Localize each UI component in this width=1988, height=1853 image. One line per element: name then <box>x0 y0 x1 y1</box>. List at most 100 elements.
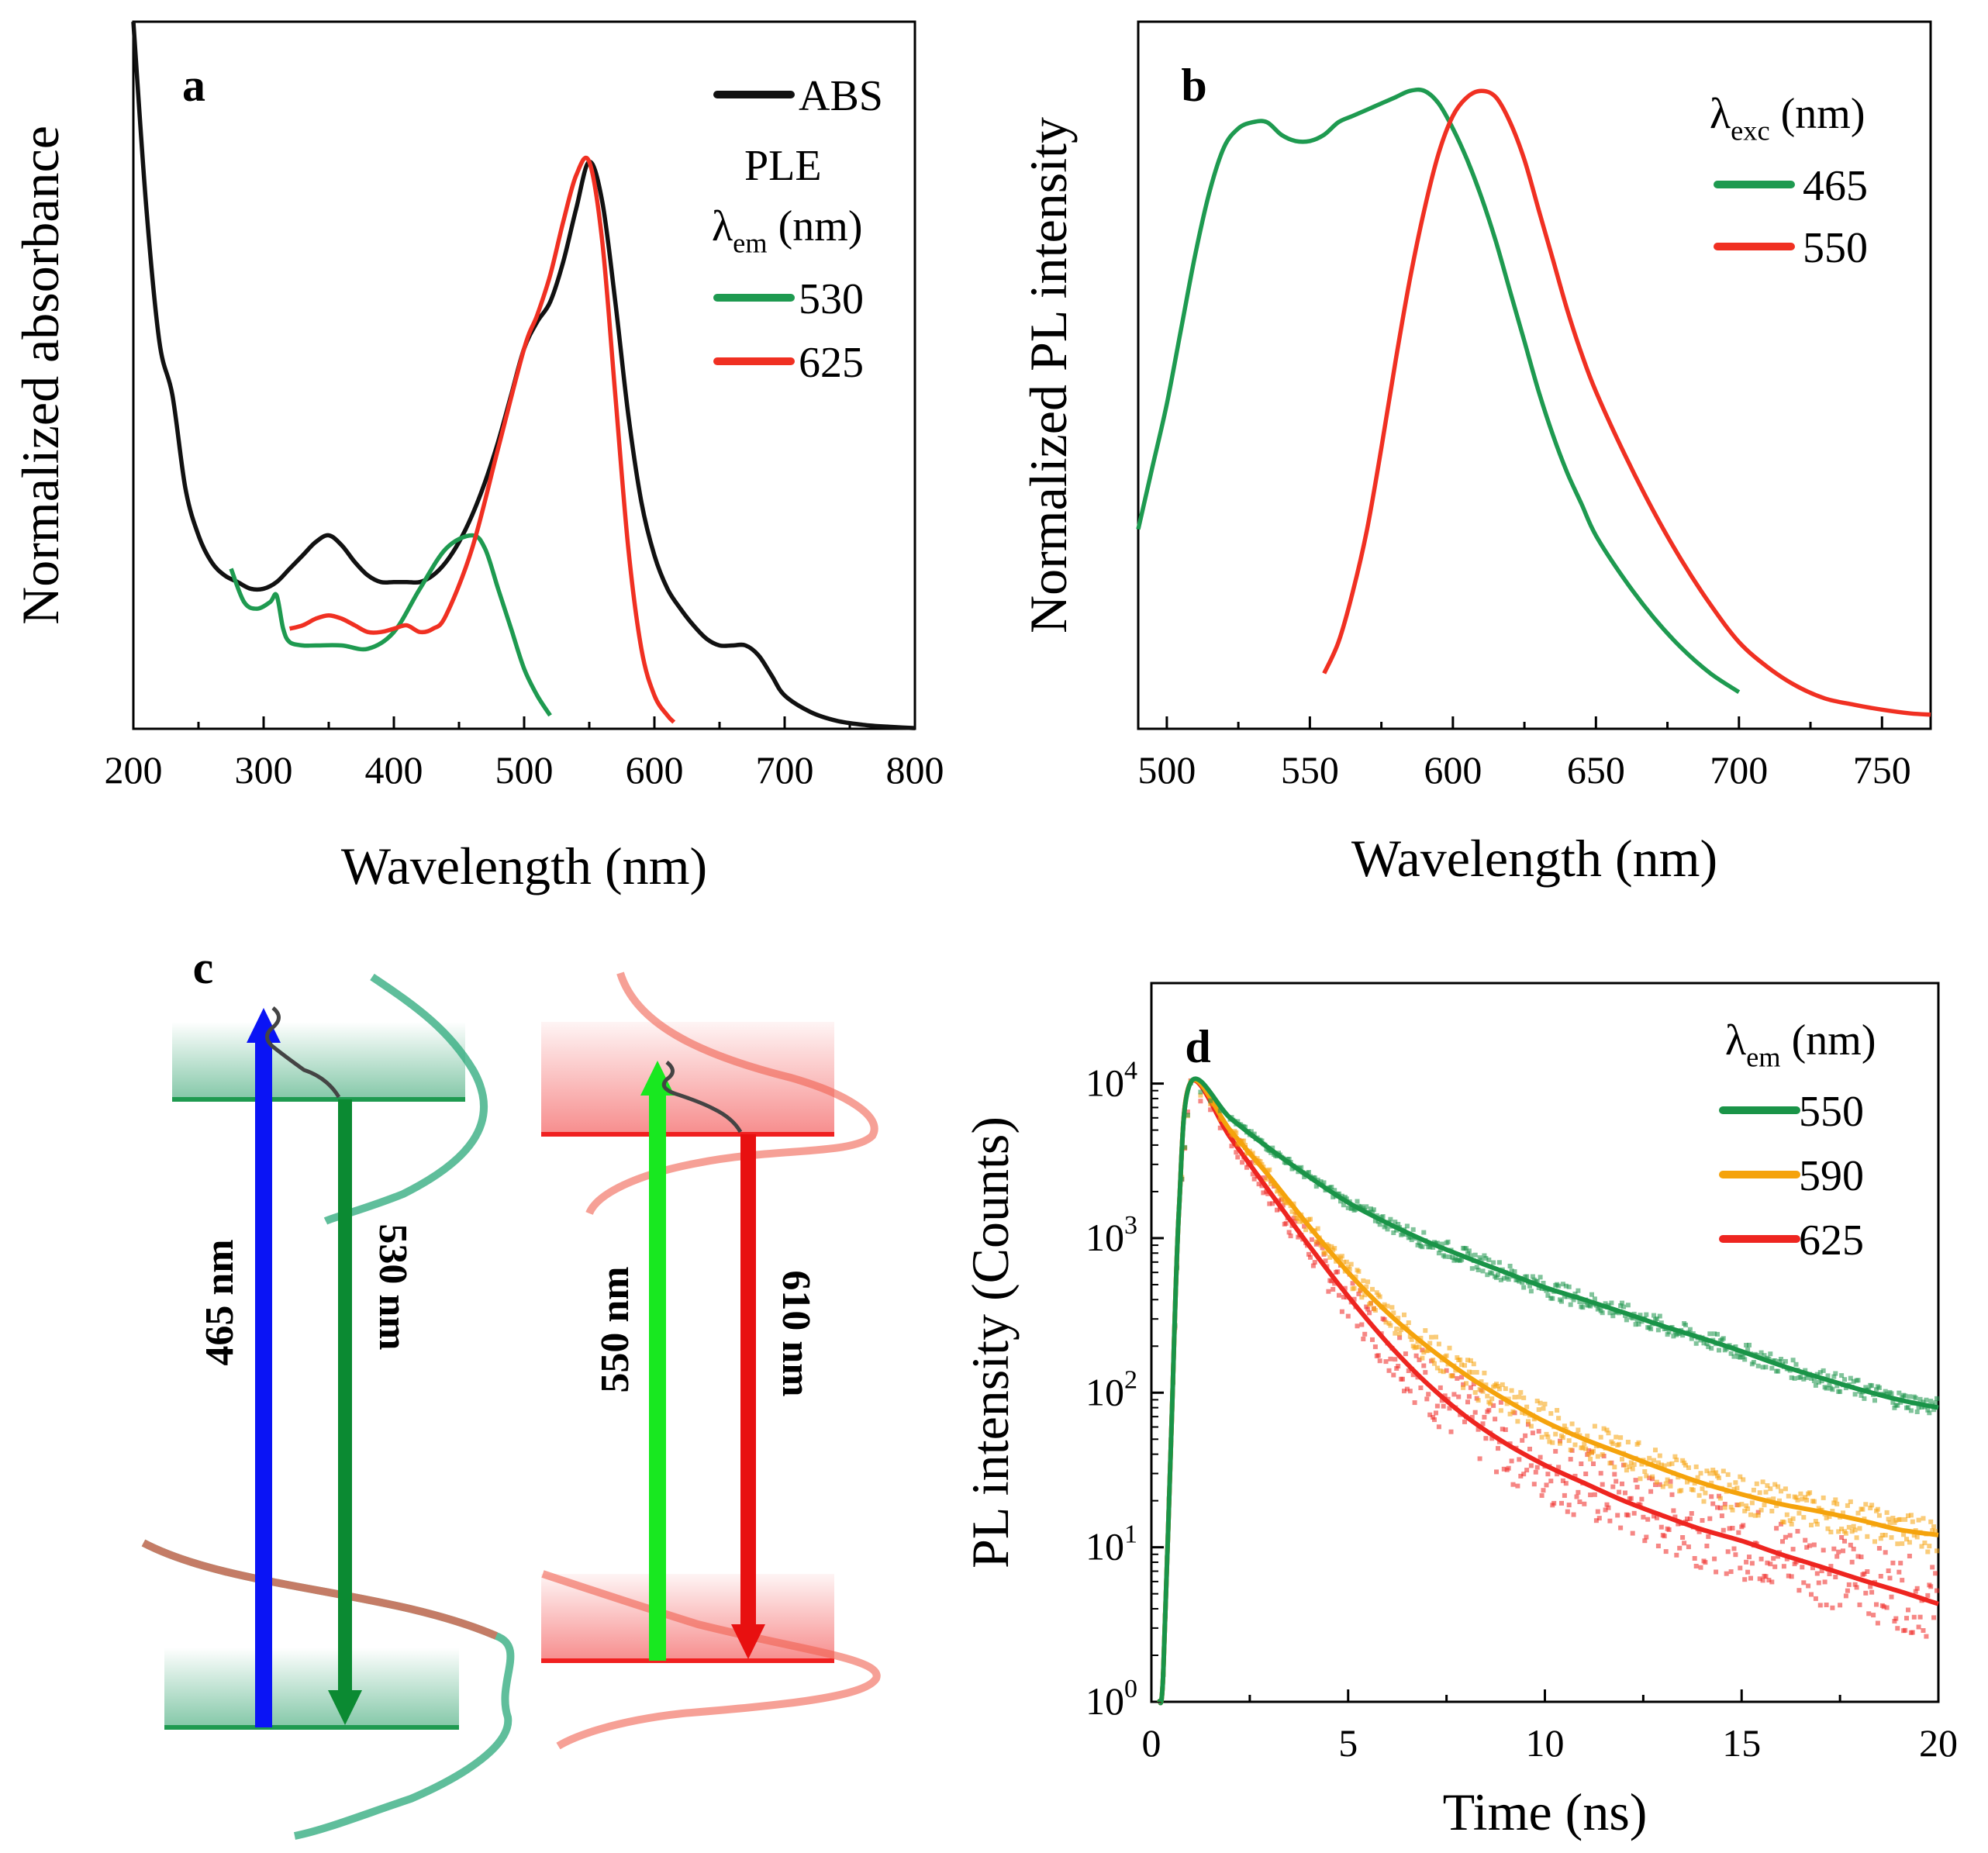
scatter-point-590 <box>1893 1517 1899 1523</box>
scatter-point-590 <box>1198 1092 1203 1098</box>
scatter-point-625 <box>1639 1496 1645 1502</box>
scatter-point-590 <box>1890 1516 1896 1520</box>
scatter-point-550 <box>1491 1260 1496 1265</box>
scatter-point-590 <box>1701 1499 1707 1504</box>
scatter-point-550 <box>1370 1209 1375 1215</box>
scatter-point-590 <box>1488 1401 1493 1406</box>
scatter-point-590 <box>1731 1486 1737 1492</box>
scatter-point-590 <box>1361 1278 1366 1283</box>
scatter-point-625 <box>1396 1364 1401 1368</box>
scatter-point-590 <box>1662 1463 1667 1468</box>
scatter-point-590 <box>1749 1500 1755 1506</box>
scatter-point-625 <box>1329 1278 1334 1284</box>
scatter-point-550 <box>1410 1227 1416 1232</box>
scatter-point-590 <box>1825 1526 1831 1531</box>
scatter-point-590 <box>1935 1548 1939 1554</box>
scatter-point-625 <box>1345 1313 1351 1319</box>
scatter-point-625 <box>1531 1482 1537 1487</box>
x-axis-title-b: Wavelength (nm) <box>1351 829 1717 888</box>
series-line-ABS <box>131 21 916 730</box>
scatter-point-590 <box>1828 1530 1834 1534</box>
scatter-point-625 <box>1834 1554 1840 1559</box>
scatter-point-625 <box>1760 1578 1765 1583</box>
scatter-point-550 <box>1286 1157 1292 1161</box>
scatter-point-590 <box>1748 1512 1753 1517</box>
x-tick-label-a: 200 <box>105 748 163 792</box>
scatter-point-550 <box>1639 1319 1645 1324</box>
scatter-point-590 <box>1396 1316 1401 1321</box>
scatter-point-590 <box>1852 1527 1858 1533</box>
scatter-point-550 <box>1545 1292 1551 1298</box>
scatter-point-590 <box>1658 1462 1664 1468</box>
scatter-point-625 <box>1776 1554 1781 1559</box>
scatter-point-625 <box>1265 1191 1271 1196</box>
scatter-point-550 <box>1501 1275 1507 1281</box>
scatter-point-550 <box>1834 1383 1840 1389</box>
scatter-point-590 <box>1455 1355 1460 1360</box>
scatter-point-625 <box>1448 1429 1454 1434</box>
scatter-point-625 <box>1698 1565 1703 1570</box>
scatter-point-550 <box>1623 1313 1627 1318</box>
scatter-point-590 <box>1628 1460 1634 1465</box>
x-tick-label-b: 650 <box>1567 748 1625 792</box>
scatter-point-590 <box>1562 1423 1567 1429</box>
scatter-point-550 <box>1600 1310 1605 1316</box>
scatter-point-590 <box>1872 1539 1877 1544</box>
scatter-point-590 <box>1903 1517 1908 1522</box>
scatter-point-590 <box>1813 1519 1818 1524</box>
scatter-point-625 <box>1623 1490 1627 1496</box>
legend-header-lambda-em-d: λem (nm) <box>1725 1016 1876 1073</box>
scatter-point-590 <box>1855 1510 1861 1516</box>
scatter-point-625 <box>1560 1478 1565 1483</box>
scatter-point-590 <box>1863 1502 1869 1507</box>
scatter-point-550 <box>1577 1299 1582 1304</box>
scatter-point-590 <box>1558 1441 1562 1446</box>
scatter-point-625 <box>1828 1564 1834 1569</box>
scatter-point-625 <box>1592 1492 1597 1497</box>
scatter-point-550 <box>1715 1331 1720 1337</box>
scatter-point-590 <box>1447 1345 1452 1351</box>
scatter-point-550 <box>1592 1296 1597 1302</box>
scatter-point-550 <box>1772 1358 1778 1363</box>
scatter-point-590 <box>1830 1509 1835 1514</box>
scatter-point-625 <box>1769 1579 1775 1585</box>
scatter-point-625 <box>1833 1575 1838 1579</box>
scatter-point-625 <box>1693 1564 1699 1568</box>
scatter-point-590 <box>1865 1534 1870 1539</box>
y-tick-label-d: 103 <box>1085 1211 1137 1259</box>
scatter-point-625 <box>1662 1534 1667 1539</box>
panel-label-a: a <box>182 60 205 111</box>
scatter-point-625 <box>1515 1483 1520 1489</box>
scatter-point-550 <box>1534 1278 1540 1284</box>
scatter-point-550 <box>1671 1334 1676 1339</box>
scatter-point-625 <box>1293 1219 1298 1224</box>
scatter-point-590 <box>1598 1434 1603 1440</box>
scatter-point-590 <box>1348 1261 1354 1267</box>
legend-label-530: 530 <box>799 275 864 323</box>
scatter-point-625 <box>1362 1331 1368 1337</box>
scatter-point-625 <box>1709 1494 1714 1499</box>
scatter-point-590 <box>1339 1254 1344 1259</box>
scatter-point-625 <box>1612 1472 1617 1477</box>
scatter-point-550 <box>1751 1360 1756 1365</box>
scatter-point-550 <box>1217 1108 1223 1113</box>
scatter-point-590 <box>1907 1540 1912 1545</box>
scatter-point-550 <box>1560 1282 1565 1287</box>
scatter-point-625 <box>1286 1230 1292 1235</box>
scatter-point-625 <box>1574 1494 1579 1499</box>
panel-b: 500 550 600 650 700 750 Wavelength (nm) Normali… <box>1019 20 1932 888</box>
scatter-point-550 <box>1838 1389 1843 1394</box>
scatter-point-550 <box>1859 1392 1864 1398</box>
scatter-point-625 <box>1355 1323 1360 1329</box>
scatter-point-625 <box>1600 1482 1605 1487</box>
scatter-point-625 <box>1935 1588 1939 1593</box>
scatter-point-625 <box>1545 1472 1551 1477</box>
scatter-point-625 <box>1648 1489 1654 1494</box>
x-tick-label-a: 400 <box>365 748 423 792</box>
scatter-point-590 <box>1534 1399 1540 1403</box>
scatter-point-590 <box>1786 1493 1791 1499</box>
scatter-point-625 <box>1375 1353 1381 1358</box>
scatter-point-550 <box>1763 1365 1769 1370</box>
scatter-point-625 <box>1306 1251 1311 1257</box>
scatter-point-625 <box>1436 1424 1441 1430</box>
